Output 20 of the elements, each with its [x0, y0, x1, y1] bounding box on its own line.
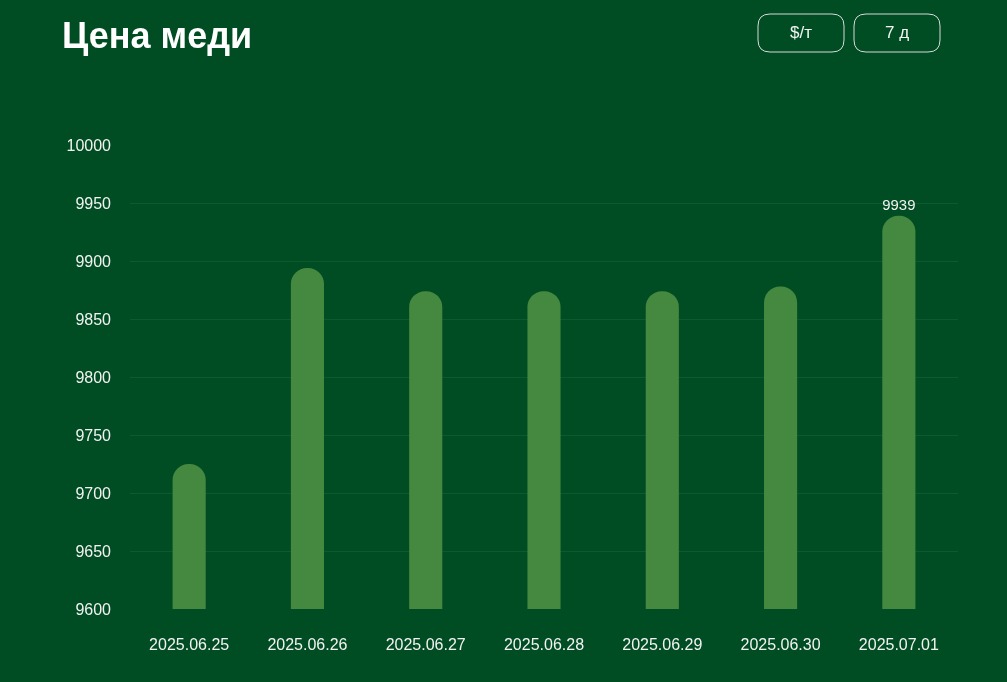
text: $/т	[790, 23, 813, 42]
y-tick-label: 9700	[75, 484, 112, 502]
x-tick-label: 2025.06.27	[385, 636, 466, 653]
y-tick-label: 9800	[75, 368, 112, 386]
x-tick-label: 2025.06.28	[503, 636, 585, 653]
text: 7 д	[885, 23, 910, 42]
chart-title: Цена меди	[62, 14, 253, 56]
y-tick-label: 9650	[75, 542, 112, 560]
y-tick-label: 9950	[75, 194, 112, 212]
y-tick-label: 9900	[75, 252, 112, 270]
x-tick-label: 2025.06.30	[740, 636, 821, 653]
y-tick-label: 9850	[75, 310, 112, 328]
x-tick-label: 2025.07.01	[858, 636, 939, 653]
x-tick-label: 2025.06.26	[267, 636, 348, 653]
x-tick-label: 2025.06.25	[149, 636, 230, 653]
y-tick-label: 9750	[75, 426, 112, 444]
y-tick-label: 9600	[75, 600, 112, 618]
y-tick-label: 10000	[66, 136, 112, 154]
x-tick-label: 2025.06.29	[622, 636, 703, 653]
data-label: 9939	[882, 196, 916, 213]
